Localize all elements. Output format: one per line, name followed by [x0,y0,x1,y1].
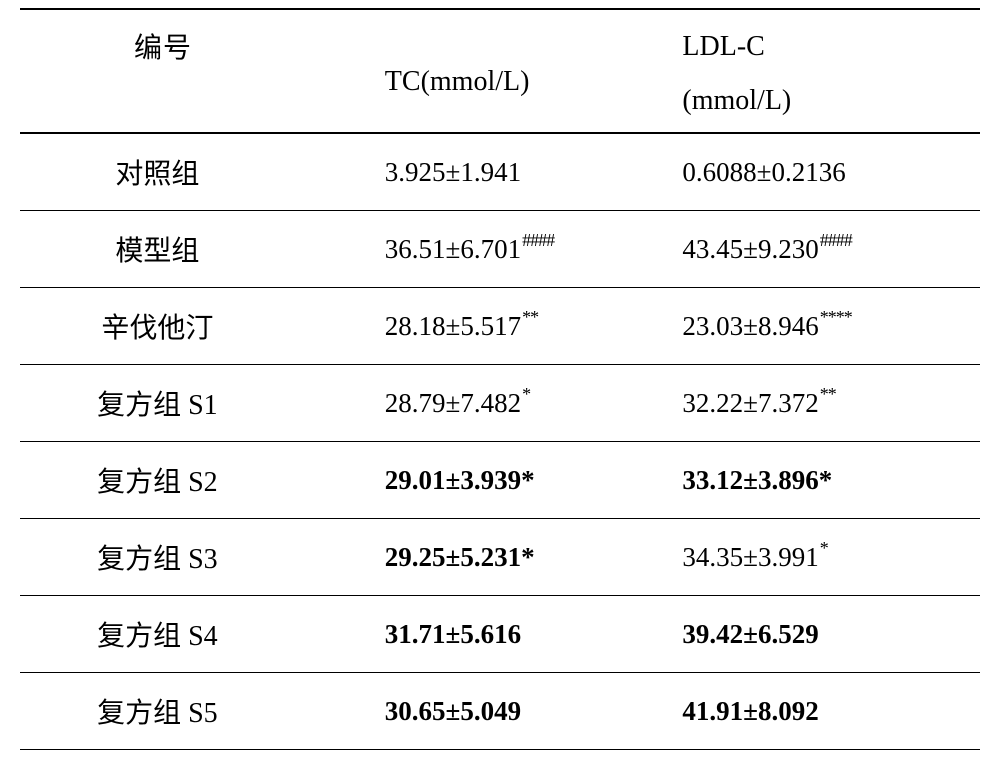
ldl-sup [846,153,847,173]
col-header-tc: TC(mmol/L) [385,10,683,98]
row-label: 复方组 S2 [20,460,385,500]
ldl-value: 43.45±9.230#### [682,236,851,263]
ldl-sup: * [819,538,828,558]
tc-sup [535,538,536,558]
ldl-sup [819,692,820,712]
table-row: 复方组 S5 30.65±5.049 41.91±8.092 [20,673,980,750]
tc-sup [535,461,536,481]
tc-value: 28.79±7.482* [385,390,530,417]
ldl-sup: ** [819,384,836,404]
col-header-ldl-line1: LDL-C [682,31,764,62]
tc-value: 31.71±5.616 [385,621,522,648]
row-label: 复方组 S5 [20,691,385,731]
tc-sup: ** [521,307,538,327]
table-row: 模型组 36.51±6.701#### 43.45±9.230#### [20,211,980,288]
table-header-row: 编号 TC(mmol/L) LDL-C (mmol/L) [20,9,980,133]
ldl-sup [832,461,833,481]
tc-sup: * [521,384,530,404]
row-label: 对照组 [20,152,385,192]
row-label: 复方组 S4 [20,614,385,654]
lipid-results-table: 编号 TC(mmol/L) LDL-C (mmol/L) 对照组 3.925±1… [20,8,980,750]
ldl-value: 34.35±3.991* [682,544,827,571]
tc-value: 36.51±6.701#### [385,236,554,263]
tc-value: 30.65±5.049 [385,698,522,725]
table-row: 复方组 S4 31.71±5.616 39.42±6.529 [20,596,980,673]
ldl-sup: **** [819,307,852,327]
ldl-value: 39.42±6.529 [682,621,819,648]
ldl-value: 41.91±8.092 [682,698,819,725]
table-row: 复方组 S2 29.01±3.939* 33.12±3.896* [20,442,980,519]
ldl-sup [819,615,820,635]
tc-sup [521,615,522,635]
tc-value: 29.01±3.939* [385,467,536,494]
table-row: 对照组 3.925±1.941 0.6088±0.2136 [20,133,980,211]
ldl-value: 33.12±3.896* [682,467,833,494]
col-header-ldl-line2: (mmol/L) [682,85,791,116]
ldl-value: 0.6088±0.2136 [682,159,846,186]
tc-sup [521,153,522,173]
row-label: 复方组 S3 [20,537,385,577]
row-label: 复方组 S1 [20,383,385,423]
col-header-ldl: LDL-C (mmol/L) [682,10,980,128]
tc-sup [521,692,522,712]
table-row: 复方组 S1 28.79±7.482* 32.22±7.372** [20,365,980,442]
ldl-value: 23.03±8.946**** [682,313,851,340]
ldl-value: 32.22±7.372** [682,390,835,417]
tc-value: 29.25±5.231* [385,544,536,571]
table-row: 复方组 S3 29.25±5.231* 34.35±3.991* [20,519,980,596]
table-row: 辛伐他汀 28.18±5.517** 23.03±8.946**** [20,288,980,365]
tc-value: 3.925±1.941 [385,159,522,186]
row-label: 辛伐他汀 [20,306,385,346]
tc-sup: #### [521,230,554,250]
col-header-id: 编号 [20,10,385,66]
ldl-sup: #### [819,230,852,250]
tc-value: 28.18±5.517** [385,313,538,340]
row-label: 模型组 [20,229,385,269]
